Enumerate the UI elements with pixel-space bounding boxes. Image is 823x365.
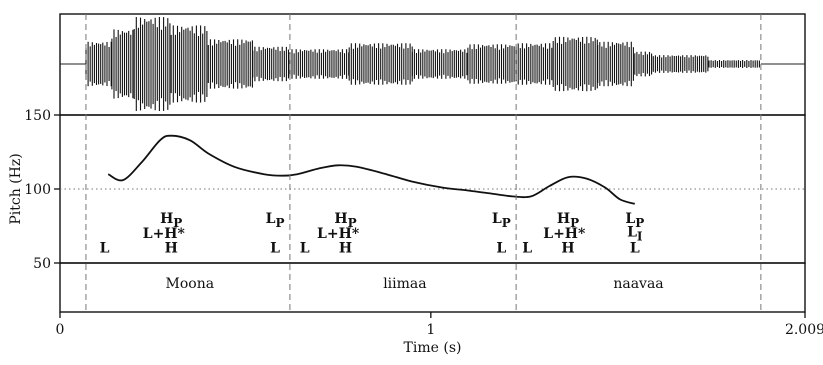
tone-label-text: L+H* [543, 226, 586, 242]
tone-label: L+H* [543, 226, 586, 242]
tone-label-subscript: P [635, 216, 644, 230]
tone-label-subscript: P [348, 216, 357, 230]
tone-label: L [522, 241, 532, 257]
tone-label-subscript: P [173, 216, 182, 230]
tone-label-text: H [561, 241, 574, 257]
tone-label: LP [266, 211, 285, 230]
waveform-segment [111, 29, 134, 99]
tone-label-text: H [165, 241, 178, 257]
tone-label-text: L [492, 211, 502, 227]
tone-label: H [165, 241, 178, 257]
waveform-segment [708, 60, 760, 68]
tone-label-subscript: P [570, 216, 579, 230]
tone-label: HP [557, 211, 579, 230]
tone-label-text: L [266, 211, 276, 227]
word-tier-frame [59, 262, 806, 313]
tone-label: L+H* [143, 226, 186, 242]
x-tick-label: 2.009 [785, 322, 823, 338]
tone-label: H [339, 241, 352, 257]
waveform-segment [411, 49, 468, 79]
tone-label-text: L [625, 211, 635, 227]
y-tick-label: 50 [33, 256, 51, 272]
x-tick-label: 1 [426, 322, 435, 338]
tone-label: L+H* [317, 226, 360, 242]
waveform-panel [59, 13, 806, 116]
axes: 150 100 50 Pitch (Hz) 0 1 2.009 Time (s) [8, 14, 823, 356]
waveform-segment [515, 43, 553, 85]
tone-label: H [561, 241, 574, 257]
pitch-contour-line [107, 134, 636, 205]
tone-label-text: L [100, 241, 110, 257]
tone-label-text: L [522, 241, 532, 257]
waveform-segment [207, 39, 253, 89]
tone-label: L [270, 241, 280, 257]
x-tick-label: 0 [56, 322, 65, 338]
tone-label-text: H [334, 211, 347, 227]
word-label: naavaa [613, 276, 663, 292]
word-tier: Moona liimaa naavaa [59, 262, 806, 313]
waveform-segment [133, 17, 171, 111]
tone-label-text: L [270, 241, 280, 257]
tone-label-text: H [339, 241, 352, 257]
tone-label-subscript: I [637, 229, 643, 243]
tone-label-text: L+H* [317, 226, 360, 242]
waveform-segment [652, 55, 709, 73]
y-tick-label: 150 [24, 108, 51, 124]
waveform-segment [170, 25, 208, 103]
waveform-segment [289, 49, 350, 79]
y-axis-label: Pitch (Hz) [8, 153, 24, 224]
tone-label: L [496, 241, 506, 257]
waveform-segment [467, 44, 515, 84]
word-label: liimaa [383, 276, 426, 292]
tone-label: LI [627, 224, 643, 243]
tone-label: HP [160, 211, 182, 230]
waveform-segment [597, 41, 634, 87]
tone-label: L [100, 241, 110, 257]
tone-label: HP [334, 211, 356, 230]
tone-label-subscript: P [502, 216, 511, 230]
tone-label-text: L [630, 241, 640, 257]
waveform-segment [348, 43, 413, 85]
tone-label: L [300, 241, 310, 257]
tone-label: LP [625, 211, 644, 230]
tone-label-text: L [300, 241, 310, 257]
waveform-segment [85, 41, 112, 87]
tone-label-subscript: P [276, 216, 285, 230]
tone-label-text: L [496, 241, 506, 257]
waveform-segment [252, 46, 290, 82]
tone-label-text: L [627, 224, 637, 240]
tone-label-text: H [557, 211, 570, 227]
tone-label: LP [492, 211, 511, 230]
tone-label-text: L+H* [143, 226, 186, 242]
waveform-segment [634, 51, 653, 77]
y-tick-label: 100 [24, 182, 51, 198]
word-label: Moona [166, 276, 215, 292]
waveform-segment [552, 36, 598, 92]
tone-label-text: H [160, 211, 173, 227]
x-axis-label: Time (s) [404, 340, 462, 356]
tone-label: L [630, 241, 640, 257]
